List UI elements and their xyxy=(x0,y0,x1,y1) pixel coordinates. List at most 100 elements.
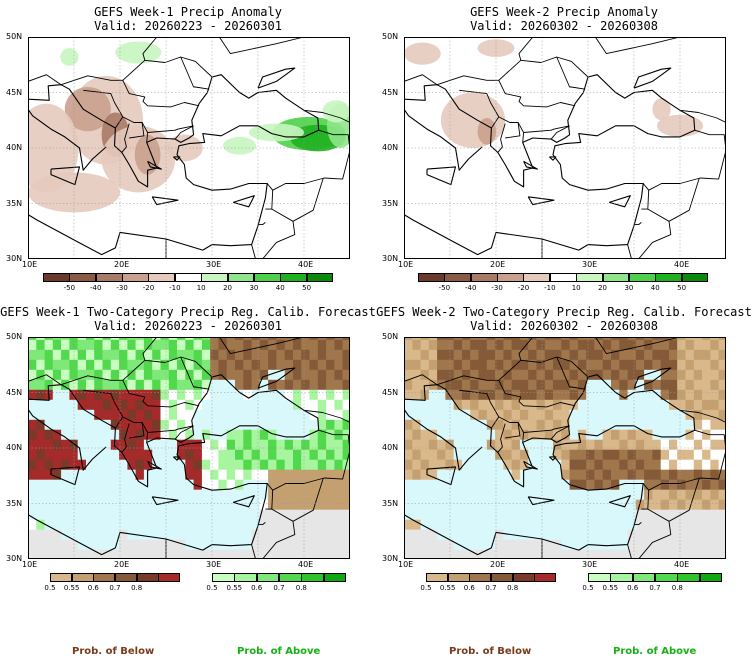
lat-axis-label: 45N xyxy=(6,387,23,397)
forecast-cell xyxy=(152,459,162,470)
forecast-cell xyxy=(627,409,637,420)
panel-title: GEFS Week-1 Two-Category Precip Reg. Cal… xyxy=(0,305,376,319)
forecast-cell xyxy=(28,519,37,530)
forecast-cell xyxy=(553,349,562,360)
forecast-cell xyxy=(210,449,220,460)
country-border xyxy=(180,56,210,90)
forecast-cell xyxy=(553,419,562,430)
forecast-cell xyxy=(94,349,104,360)
forecast-cell xyxy=(495,549,504,559)
forecast-cell xyxy=(317,339,327,350)
forecast-cell xyxy=(511,509,521,520)
forecast-cell xyxy=(669,479,678,490)
colorbar-tick-label: 0.8 xyxy=(671,584,683,592)
coastline xyxy=(633,67,672,89)
forecast-cell xyxy=(210,469,220,480)
coastline xyxy=(28,374,320,556)
forecast-cell xyxy=(102,409,112,420)
forecast-cell xyxy=(611,399,620,410)
forecast-cell xyxy=(420,519,430,530)
forecast-cell xyxy=(135,429,145,440)
forecast-cell xyxy=(110,349,120,360)
forecast-cell xyxy=(619,479,629,490)
forecast-cell xyxy=(420,359,430,370)
forecast-cell xyxy=(577,449,587,460)
forecast-cell xyxy=(135,509,145,520)
colorbar-swatch xyxy=(699,573,723,582)
forecast-cell xyxy=(135,379,145,390)
colorbar-swatch xyxy=(588,573,611,582)
forecast-cell xyxy=(177,429,186,440)
colorbar-swatch xyxy=(655,273,683,282)
forecast-cell xyxy=(544,389,554,400)
forecast-cell xyxy=(235,369,244,380)
forecast-cell xyxy=(437,449,446,460)
forecast-cell xyxy=(536,539,546,550)
forecast-cell xyxy=(243,409,253,420)
forecast-cell xyxy=(685,479,695,490)
forecast-cell xyxy=(77,429,87,440)
forecast-cell xyxy=(44,337,54,340)
forecast-cell xyxy=(602,489,612,500)
coastline xyxy=(404,374,696,556)
forecast-cell xyxy=(193,449,203,460)
forecast-cell xyxy=(669,359,678,370)
forecast-cell xyxy=(702,479,711,490)
forecast-cell xyxy=(284,369,294,380)
forecast-cell xyxy=(61,549,70,559)
forecast-cell xyxy=(160,499,170,510)
forecast-cell xyxy=(404,449,413,460)
forecast-cell xyxy=(635,529,645,540)
forecast-cell xyxy=(226,409,236,420)
forecast-cell xyxy=(652,459,662,470)
forecast-cell xyxy=(602,459,612,470)
forecast-cell xyxy=(594,409,604,420)
forecast-cell xyxy=(193,399,203,410)
forecast-cell xyxy=(44,369,54,380)
colorbar-tick-label: -20 xyxy=(142,284,155,292)
lat-axis-label: 35N xyxy=(382,198,399,208)
forecast-cell xyxy=(652,549,662,559)
forecast-cell xyxy=(235,339,244,350)
forecast-cell xyxy=(119,409,128,420)
colorbar-swatch xyxy=(610,573,634,582)
forecast-cell xyxy=(453,389,463,400)
colorbar-tick-label: -50 xyxy=(63,284,76,292)
forecast-cell xyxy=(168,499,178,510)
forecast-cell xyxy=(61,359,70,370)
forecast-cell xyxy=(36,509,46,520)
forecast-cell xyxy=(553,539,562,550)
forecast-cell xyxy=(553,479,562,490)
country-border xyxy=(556,56,586,90)
forecast-cell xyxy=(152,479,162,490)
forecast-cell xyxy=(544,337,554,340)
lat-axis-label: 40N xyxy=(6,143,23,152)
forecast-cell xyxy=(284,339,294,350)
forecast-cell xyxy=(168,399,178,410)
colorbar-tick-label: -10 xyxy=(169,284,181,292)
coastline xyxy=(609,495,631,508)
lat-axis-label: 30N xyxy=(6,254,23,263)
forecast-cell xyxy=(710,389,720,400)
forecast-cell xyxy=(152,399,162,410)
forecast-cell xyxy=(569,419,579,430)
colorbar-tick-label: -30 xyxy=(491,284,503,292)
forecast-cell xyxy=(602,399,612,410)
forecast-cell xyxy=(685,389,695,400)
forecast-cell xyxy=(660,419,670,430)
coastline xyxy=(633,367,672,389)
lat-axis-label: 50N xyxy=(382,32,399,41)
forecast-cell xyxy=(511,469,521,480)
lon-axis-label: 10E xyxy=(22,260,38,269)
forecast-cell xyxy=(251,439,261,450)
forecast-cell xyxy=(495,399,504,410)
forecast-cell xyxy=(44,479,54,490)
forecast-cell xyxy=(251,499,261,510)
forecast-cell xyxy=(309,379,319,390)
forecast-cell xyxy=(127,419,137,430)
forecast-cell xyxy=(135,399,145,410)
forecast-cell xyxy=(301,459,311,470)
forecast-cell xyxy=(685,419,695,430)
forecast-cell xyxy=(201,469,211,480)
country-border xyxy=(634,222,642,226)
